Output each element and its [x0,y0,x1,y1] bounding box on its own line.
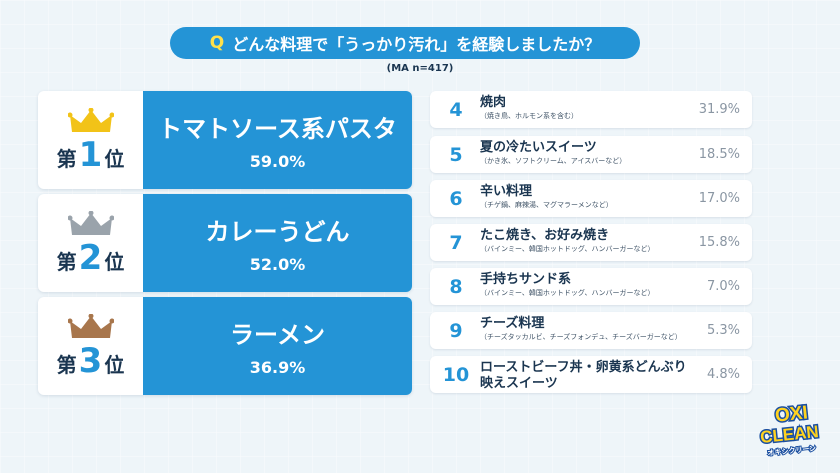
item-note: （バインミー、韓国ホットドッグ、ハンバーガーなど） [480,245,655,253]
rank-number: 8 [449,275,463,298]
rank-number: 4 [449,98,463,121]
item-name: チーズ料理 [480,316,545,331]
item-name: 焼肉 [480,95,507,110]
item-text: 焼肉 （焼き鳥、ホルモン系を含む） [480,95,690,122]
item-name: たこ焼き、お好み焼き [480,228,610,243]
item-text: 夏の冷たいスイーツ （かき氷、ソフトクリーム、アイスバーなど） [480,140,690,167]
rank-prefix: 第 [56,353,77,377]
rank-badge: 第 1 位 [38,91,143,189]
rank-card-2: 第 2 位 カレーうどん 52.0% [38,194,412,292]
rank-suffix: 位 [104,147,125,171]
item-name: ローストビーフ丼・卵黄系どんぶり [480,360,687,375]
item-note: （チゲ鍋、麻辣湯、マグマラーメンなど） [480,201,613,209]
item-percent: 17.0% [698,191,740,206]
bronze-crown-icon [67,314,114,338]
rank-prefix: 第 [56,147,77,171]
item-note: （チーズタッカルビ、チーズフォンデュ、チーズバーガーなど） [480,333,682,341]
rank-number: 10 [442,363,470,386]
item-note: （バインミー、韓国ホットドッグ、ハンバーガーなど） [480,289,655,297]
rank-suffix: 位 [104,250,125,274]
rank-row-7: 7 たこ焼き、お好み焼き （バインミー、韓国ホットドッグ、ハンバーガーなど） 1… [430,224,752,261]
sample-note: (MA n=417) [386,63,454,74]
rank-prefix: 第 [56,250,77,274]
q-mark: Q [209,33,225,53]
rank-label: 第 2 位 [57,241,125,275]
dish-percent: 59.0% [249,152,306,171]
rank-badge: 第 2 位 [38,194,143,292]
silver-crown-icon [67,211,114,235]
item-percent: 31.9% [698,102,740,117]
item-note: （焼き鳥、ホルモン系を含む） [480,112,578,120]
oxiclean-logo: OXI CLEAN オキシクリーン [758,401,821,458]
rank-label: 第 3 位 [57,344,125,378]
item-note: （かき氷、ソフトクリーム、アイスバーなど） [480,157,627,165]
gold-crown-icon [67,108,114,132]
logo-line1: OXI [774,402,809,426]
item-percent: 18.5% [698,147,740,162]
rank-card-3: 第 3 位 ラーメン 36.9% [38,297,412,395]
logo-line2: CLEAN [759,422,819,447]
item-percent: 5.3% [706,323,740,338]
rank-badge: 第 3 位 [38,297,143,395]
question-text: どんな料理で「うっかり汚れ」を経験しましたか？ [232,35,601,54]
rank-row-4: 4 焼肉 （焼き鳥、ホルモン系を含む） 31.9% [430,91,752,128]
item-text: 手持ちサンド系 （バインミー、韓国ホットドッグ、ハンバーガーなど） [480,272,690,299]
item-text: ローストビーフ丼・卵黄系どんぶり 映えスイーツ [480,360,690,392]
dish-panel: トマトソース系パスタ 59.0% [143,91,412,189]
item-percent: 15.8% [698,235,740,250]
item-percent: 4.8% [706,367,740,382]
rank-number: 3 [78,341,103,381]
rank-row-8: 8 手持ちサンド系 （バインミー、韓国ホットドッグ、ハンバーガーなど） 7.0% [430,268,752,305]
rank-row-10: 10 ローストビーフ丼・卵黄系どんぶり 映えスイーツ 4.8% [430,356,752,393]
item-percent: 7.0% [706,279,740,294]
item-name: 辛い料理 [480,184,533,199]
rank-number: 9 [449,319,463,342]
dish-name: カレーうどん [205,218,350,246]
item-name: 夏の冷たいスイーツ [480,140,597,155]
rank-row-6: 6 辛い料理 （チゲ鍋、麻辣湯、マグマラーメンなど） 17.0% [430,180,752,217]
item-name-line2: 映えスイーツ [480,376,558,391]
rank-row-5: 5 夏の冷たいスイーツ （かき氷、ソフトクリーム、アイスバーなど） 18.5% [430,136,752,173]
dish-name: ラーメン [229,321,326,349]
question-banner: Q どんな料理で「うっかり汚れ」を経験しましたか？ [170,27,640,59]
item-text: 辛い料理 （チゲ鍋、麻辣湯、マグマラーメンなど） [480,184,690,211]
rank-card-1: 第 1 位 トマトソース系パスタ 59.0% [38,91,412,189]
rank-row-9: 9 チーズ料理 （チーズタッカルビ、チーズフォンデュ、チーズバーガーなど） 5.… [430,312,752,349]
dish-panel: ラーメン 36.9% [143,297,412,395]
dish-percent: 36.9% [249,358,306,377]
dish-panel: カレーうどん 52.0% [143,194,412,292]
item-name: 手持ちサンド系 [480,272,572,287]
dish-percent: 52.0% [249,255,306,274]
rank-number: 7 [449,231,463,254]
rank-suffix: 位 [104,353,125,377]
rank-label: 第 1 位 [57,138,125,172]
rank-number: 2 [78,238,103,278]
rank-number: 5 [449,143,463,166]
item-text: たこ焼き、お好み焼き （バインミー、韓国ホットドッグ、ハンバーガーなど） [480,228,690,255]
item-text: チーズ料理 （チーズタッカルビ、チーズフォンデュ、チーズバーガーなど） [480,316,690,343]
rank-number: 6 [449,187,463,210]
dish-name: トマトソース系パスタ [158,115,397,143]
rank-number: 1 [78,135,103,175]
